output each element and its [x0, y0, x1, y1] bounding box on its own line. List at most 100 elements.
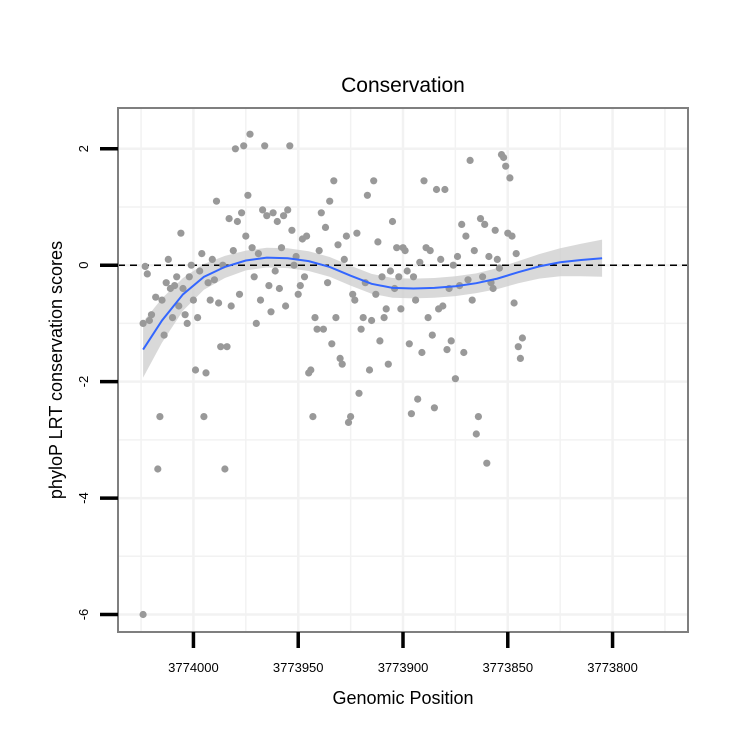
grid-lines — [118, 108, 688, 632]
data-point — [468, 296, 476, 304]
data-point — [508, 232, 516, 240]
data-point — [286, 142, 294, 150]
data-point — [384, 360, 392, 368]
data-point — [154, 465, 162, 473]
data-point — [158, 296, 166, 304]
data-point — [284, 206, 292, 214]
y-tick-label: -6 — [76, 609, 91, 621]
data-point — [466, 156, 474, 164]
data-point — [407, 410, 415, 418]
data-point — [250, 273, 258, 281]
data-point — [368, 316, 376, 325]
x-axis-title: Genomic Position — [332, 688, 473, 708]
data-point — [215, 299, 223, 307]
x-tick-label: 3774000 — [168, 660, 219, 675]
data-point — [221, 465, 229, 473]
data-point — [342, 232, 350, 240]
data-point — [403, 267, 411, 275]
x-tick-label: 3773800 — [587, 660, 638, 675]
data-point — [204, 279, 212, 287]
data-point — [227, 302, 235, 310]
data-point — [495, 264, 503, 272]
data-point — [397, 305, 405, 313]
data-point — [282, 302, 290, 310]
data-point — [428, 331, 436, 339]
data-point — [313, 325, 321, 333]
data-point — [443, 346, 451, 354]
data-point — [380, 314, 388, 322]
data-point — [426, 247, 434, 255]
data-point — [372, 290, 380, 298]
data-point — [483, 459, 491, 467]
data-point — [460, 348, 468, 357]
data-point — [330, 177, 338, 185]
data-point — [187, 261, 195, 269]
data-point — [470, 247, 478, 255]
data-point — [479, 273, 487, 281]
data-point — [493, 255, 501, 263]
data-point — [464, 276, 472, 284]
data-point — [386, 267, 394, 275]
data-point — [374, 238, 382, 246]
data-point — [485, 252, 493, 261]
data-point — [334, 241, 342, 249]
data-point — [147, 311, 156, 319]
data-point — [240, 142, 248, 150]
data-point — [181, 311, 189, 319]
data-point — [229, 247, 237, 255]
data-points — [139, 130, 527, 619]
data-point — [173, 273, 181, 281]
data-point — [349, 290, 357, 298]
data-point — [200, 413, 208, 421]
data-point — [347, 413, 355, 421]
data-point — [307, 366, 315, 374]
data-point — [317, 209, 325, 217]
data-point — [319, 325, 327, 333]
y-tick-label: -2 — [76, 376, 91, 388]
data-point — [256, 296, 265, 304]
data-point — [432, 185, 441, 194]
data-point — [179, 284, 187, 293]
data-point — [338, 360, 346, 368]
data-point — [160, 331, 168, 339]
data-point — [269, 209, 277, 217]
data-point — [344, 418, 353, 426]
data-point — [378, 273, 386, 281]
data-point — [139, 610, 147, 619]
data-point — [326, 197, 334, 205]
data-point — [311, 314, 319, 322]
data-point — [168, 314, 177, 322]
data-point — [303, 232, 311, 240]
data-point — [491, 226, 499, 234]
data-point — [202, 369, 210, 377]
data-point — [194, 314, 202, 322]
data-point — [242, 232, 250, 240]
data-point — [418, 348, 426, 357]
y-tick-label: -4 — [76, 492, 91, 504]
data-point — [261, 142, 269, 150]
data-point — [376, 337, 384, 345]
data-point — [514, 343, 522, 351]
data-point — [500, 153, 508, 162]
data-point — [139, 319, 147, 327]
data-point — [315, 247, 323, 255]
data-point — [294, 290, 302, 298]
y-axis-title: phyloP LRT conservation scores — [46, 241, 66, 499]
data-point — [441, 185, 449, 194]
y-tick-label: 0 — [76, 262, 91, 269]
data-point — [336, 354, 344, 362]
data-point — [212, 197, 221, 205]
data-point — [210, 276, 218, 284]
data-point — [231, 145, 239, 153]
data-point — [273, 217, 281, 226]
data-point — [401, 247, 409, 255]
data-point — [414, 395, 422, 403]
data-point — [152, 293, 160, 301]
data-point — [424, 314, 432, 322]
data-point — [290, 261, 298, 269]
data-point — [164, 255, 172, 263]
data-point — [177, 229, 185, 237]
data-point — [145, 316, 153, 325]
data-point — [474, 413, 482, 421]
